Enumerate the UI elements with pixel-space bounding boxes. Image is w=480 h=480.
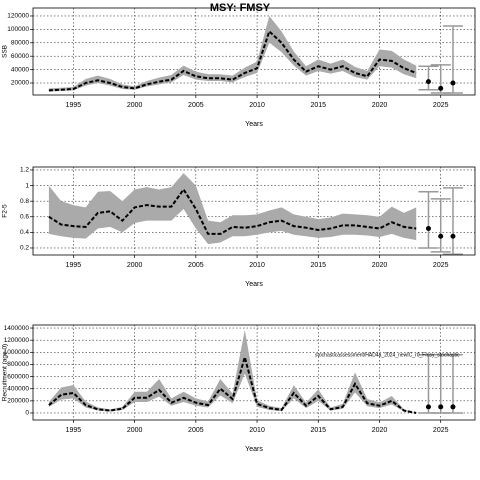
y-tick-label: 0.4 <box>20 229 29 236</box>
y-tick-label: 0.8 <box>20 198 29 205</box>
x-tick-label: 2020 <box>372 262 388 269</box>
y-tick-label: 800000 <box>7 361 29 368</box>
y-tick-label: 0.2 <box>20 245 29 252</box>
median-line <box>48 29 417 92</box>
y-tick-label: 0.6 <box>20 213 29 220</box>
y-axis-label: SSB <box>2 45 9 58</box>
x-tick-label: 2015 <box>310 427 326 434</box>
projection-point <box>438 233 444 239</box>
y-tick-label: 1 <box>25 182 29 189</box>
x-tick-label: 1995 <box>66 102 82 109</box>
x-tick-label: 2025 <box>433 262 449 269</box>
confidence-band <box>48 15 417 92</box>
x-tick-label: 2000 <box>127 427 143 434</box>
y-tick-label: 0 <box>25 410 29 417</box>
x-tick-label: 2010 <box>249 262 265 269</box>
y-tick-label: 400000 <box>7 385 29 392</box>
projection-point <box>450 404 456 410</box>
y-tick-label: 60000 <box>11 53 29 60</box>
projection-point <box>450 233 456 239</box>
x-tick-label: 2020 <box>372 427 388 434</box>
x-axis-label: Years <box>245 121 263 128</box>
y-tick-label: 1000000 <box>4 349 30 356</box>
y-tick-label: 1400000 <box>4 325 30 332</box>
y-tick-label: 100000 <box>7 26 29 33</box>
confidence-band <box>48 173 417 245</box>
x-tick-label: 2010 <box>249 427 265 434</box>
y-tick-label: 1.2 <box>20 167 29 174</box>
annotation: stochasticassessment/HAD4a_2024_newIC_r0… <box>315 352 460 358</box>
y-axis-label: F2-5 <box>2 204 9 218</box>
x-tick-label: 2025 <box>433 427 449 434</box>
y-tick-label: 1200000 <box>4 337 30 344</box>
x-tick-label: 2000 <box>127 102 143 109</box>
x-axis-label: Years <box>245 446 263 453</box>
x-tick-label: 2005 <box>188 262 204 269</box>
x-tick-label: 2020 <box>372 102 388 109</box>
x-tick-label: 1995 <box>66 427 82 434</box>
x-tick-label: 2005 <box>188 427 204 434</box>
plot-frame <box>32 7 476 96</box>
y-tick-label: 120000 <box>7 13 29 20</box>
projection-point <box>425 225 431 231</box>
confidence-band <box>48 329 417 413</box>
projection-point <box>450 80 456 86</box>
y-tick-label: 600000 <box>7 373 29 380</box>
median-line <box>48 353 417 414</box>
projection-point <box>438 404 444 410</box>
plot-frame <box>32 166 476 256</box>
x-tick-label: 2000 <box>127 262 143 269</box>
x-tick-label: 2025 <box>433 102 449 109</box>
x-axis-label: Years <box>245 281 263 288</box>
x-tick-label: 2010 <box>249 102 265 109</box>
y-axis-label: Recruitment (age 0) <box>2 344 9 401</box>
x-tick-label: 2005 <box>188 102 204 109</box>
y-tick-label: 200000 <box>7 398 29 405</box>
x-tick-label: 2015 <box>310 102 326 109</box>
plot-frame <box>32 324 476 421</box>
projection-point <box>425 79 431 85</box>
x-tick-label: 1995 <box>66 262 82 269</box>
x-tick-label: 2015 <box>310 262 326 269</box>
y-tick-label: 20000 <box>11 80 29 87</box>
projection-point <box>438 85 444 91</box>
y-tick-label: 40000 <box>11 66 29 73</box>
projection-point <box>425 404 431 410</box>
y-tick-label: 80000 <box>11 40 29 47</box>
